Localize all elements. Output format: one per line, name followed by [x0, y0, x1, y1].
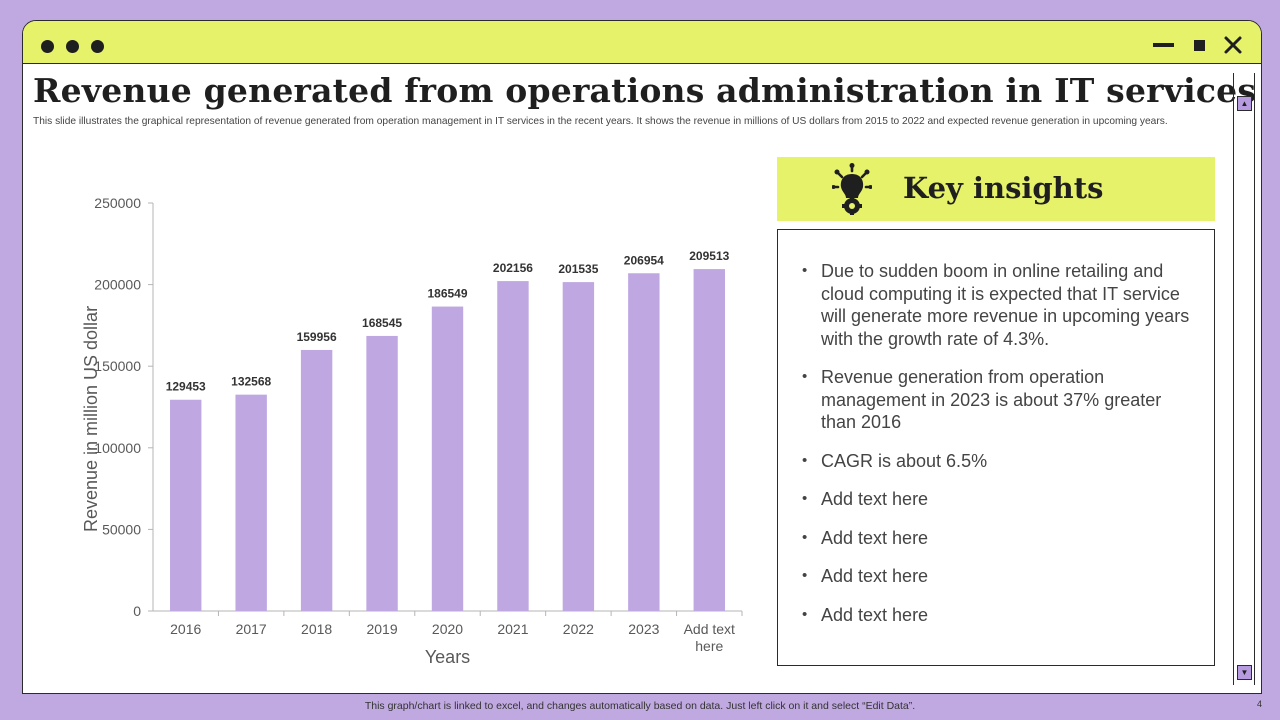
y-tick-label: 250000 — [94, 195, 141, 211]
insight-bullet: Revenue generation from operation manage… — [802, 366, 1194, 434]
bar — [431, 306, 464, 611]
y-tick-label: 50000 — [102, 521, 141, 537]
bar — [628, 273, 660, 611]
maximize-icon[interactable] — [1188, 34, 1210, 56]
insight-bullet: CAGR is about 6.5% — [802, 450, 1194, 473]
bar — [497, 281, 529, 611]
insight-bullet: Add text here — [802, 527, 1194, 550]
minimize-icon[interactable] — [1153, 34, 1175, 56]
data-label: 186549 — [427, 287, 467, 301]
x-tick-label: 2022 — [563, 621, 594, 637]
insight-bullet: Add text here — [802, 565, 1194, 588]
title-bar — [23, 21, 1261, 64]
bar — [235, 394, 267, 611]
window-dot-icon — [41, 40, 54, 53]
data-label: 168545 — [362, 316, 402, 330]
footer-note: This graph/chart is linked to excel, and… — [364, 700, 916, 712]
key-insights-header: Key insights — [777, 157, 1215, 221]
key-insights-title: Key insights — [903, 171, 1104, 205]
insight-bullet: Add text here — [802, 604, 1194, 627]
revenue-bar-chart[interactable]: 0 50000 100000 150000 200000 250000 129453 2016… — [45, 181, 765, 691]
x-tick-label: 2019 — [366, 621, 397, 637]
y-tick-label: 0 — [133, 603, 141, 619]
data-label: 202156 — [493, 261, 533, 275]
x-tick-label: 2018 — [301, 621, 332, 637]
scroll-up-icon[interactable]: ▲ — [1237, 96, 1252, 111]
page-title: Revenue generated from operations admini… — [33, 71, 1257, 110]
bar — [170, 399, 202, 611]
page-number: 4 — [1257, 699, 1263, 709]
x-axis-title: Years — [425, 647, 470, 667]
y-tick-label: 150000 — [94, 358, 141, 374]
bar — [562, 282, 595, 611]
close-icon[interactable] — [1222, 34, 1244, 56]
data-label: 206954 — [624, 253, 664, 267]
data-label: 132568 — [231, 375, 271, 389]
scroll-down-icon[interactable]: ▼ — [1237, 665, 1252, 680]
y-tick-label: 200000 — [94, 277, 141, 293]
insight-bullet: Add text here — [802, 488, 1194, 511]
y-tick-label: 100000 — [94, 440, 141, 456]
bar — [366, 335, 398, 611]
x-tick-label: Add text here — [684, 621, 735, 654]
x-tick-label: 2020 — [432, 621, 463, 637]
data-label: 201535 — [558, 262, 598, 276]
x-tick-label: 2023 — [628, 621, 659, 637]
bar — [693, 269, 725, 611]
lightbulb-gear-icon — [832, 163, 872, 215]
window-dot-icon — [91, 40, 104, 53]
app-window: Revenue generated from operations admini… — [22, 20, 1262, 694]
x-tick-label: 2017 — [236, 621, 267, 637]
bar — [300, 349, 333, 611]
window-dot-icon — [66, 40, 79, 53]
slide-description: This slide illustrates the graphical rep… — [33, 116, 1168, 127]
data-label: 159956 — [297, 330, 337, 344]
key-insights-box: Due to sudden boom in online retailing a… — [777, 229, 1215, 666]
y-axis-title: Revenue in million US dollar — [81, 306, 101, 532]
x-tick-label: 2016 — [170, 621, 201, 637]
vertical-scrollbar[interactable]: ▲ ▼ — [1233, 73, 1255, 685]
data-label: 129453 — [166, 380, 206, 394]
x-tick-label: 2021 — [497, 621, 528, 637]
data-label: 209513 — [689, 249, 729, 263]
insight-bullet: Due to sudden boom in online retailing a… — [802, 260, 1194, 350]
